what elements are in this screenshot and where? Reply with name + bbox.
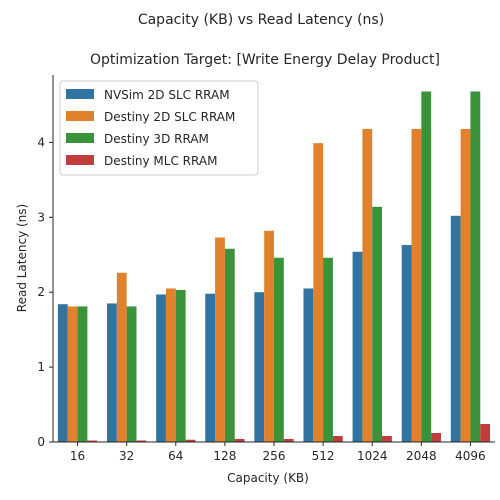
- y-tick-label: 3: [37, 210, 45, 224]
- y-tick-label: 1: [37, 360, 45, 374]
- bar-destiny-3d-rram-2048: [421, 91, 431, 442]
- bar-destiny-2d-slc-rram-256: [264, 231, 274, 442]
- bar-destiny-2d-slc-rram-4096: [461, 129, 471, 442]
- x-tick-label: 128: [213, 449, 236, 463]
- bar-destiny-3d-rram-16: [78, 306, 88, 442]
- bar-nvsim-2d-slc-rram-512: [303, 288, 313, 442]
- bar-destiny-3d-rram-1024: [372, 207, 382, 442]
- chart-subtitle: Optimization Target: [Write Energy Delay…: [90, 52, 440, 68]
- x-ticks-group: 16 32 64 128 256 512 1024 2048 4096: [70, 442, 486, 463]
- legend-swatch: [66, 89, 94, 99]
- legend: NVSim 2D SLC RRAM Destiny 2D SLC RRAM Dest…: [60, 81, 258, 175]
- bar-destiny-mlc-rram-2048: [431, 433, 441, 442]
- bar-destiny-3d-rram-512: [323, 258, 333, 442]
- legend-label: Destiny MLC RRAM: [104, 154, 217, 168]
- y-axis-label: Read Latency (ns): [15, 204, 29, 312]
- bar-nvsim-2d-slc-rram-16: [58, 304, 68, 442]
- legend-swatch: [66, 111, 94, 121]
- y-ticks-group: 0 1 2 3 4: [37, 135, 53, 449]
- bar-destiny-3d-rram-32: [127, 306, 137, 442]
- bar-destiny-3d-rram-4096: [470, 91, 480, 442]
- x-axis-label: Capacity (KB): [227, 471, 309, 485]
- bar-nvsim-2d-slc-rram-64: [156, 294, 166, 442]
- bar-destiny-2d-slc-rram-1024: [362, 129, 372, 442]
- bar-destiny-3d-rram-128: [225, 249, 235, 442]
- x-tick-label: 16: [70, 449, 85, 463]
- bar-nvsim-2d-slc-rram-32: [107, 303, 117, 442]
- y-tick-label: 0: [37, 435, 45, 449]
- bar-destiny-mlc-rram-512: [333, 436, 343, 442]
- y-tick-label: 2: [37, 285, 45, 299]
- legend-label: Destiny 2D SLC RRAM: [104, 110, 235, 124]
- bar-destiny-2d-slc-rram-2048: [412, 129, 422, 442]
- chart-title: Capacity (KB) vs Read Latency (ns): [138, 12, 384, 28]
- legend-swatch: [66, 133, 94, 143]
- bar-destiny-2d-slc-rram-128: [215, 238, 225, 442]
- bar-destiny-mlc-rram-4096: [480, 424, 490, 442]
- bar-destiny-mlc-rram-1024: [382, 436, 392, 442]
- bar-nvsim-2d-slc-rram-256: [254, 292, 264, 442]
- x-tick-label: 2048: [406, 449, 437, 463]
- bar-nvsim-2d-slc-rram-1024: [353, 252, 363, 442]
- bar-destiny-2d-slc-rram-16: [68, 306, 78, 442]
- legend-label: Destiny 3D RRAM: [104, 132, 209, 146]
- bar-nvsim-2d-slc-rram-2048: [402, 245, 412, 442]
- bar-nvsim-2d-slc-rram-128: [205, 294, 215, 442]
- y-tick-label: 4: [37, 135, 45, 149]
- bar-destiny-3d-rram-64: [176, 290, 186, 442]
- x-tick-label: 4096: [455, 449, 486, 463]
- legend-label: NVSim 2D SLC RRAM: [104, 88, 230, 102]
- x-tick-label: 512: [312, 449, 335, 463]
- bar-nvsim-2d-slc-rram-4096: [451, 216, 461, 442]
- x-tick-label: 32: [119, 449, 134, 463]
- bar-destiny-2d-slc-rram-512: [313, 143, 323, 442]
- bar-destiny-3d-rram-256: [274, 258, 284, 442]
- legend-swatch: [66, 155, 94, 165]
- bar-destiny-2d-slc-rram-64: [166, 288, 176, 442]
- x-tick-label: 1024: [357, 449, 388, 463]
- x-tick-label: 256: [263, 449, 286, 463]
- bar-destiny-2d-slc-rram-32: [117, 273, 127, 442]
- x-tick-label: 64: [168, 449, 183, 463]
